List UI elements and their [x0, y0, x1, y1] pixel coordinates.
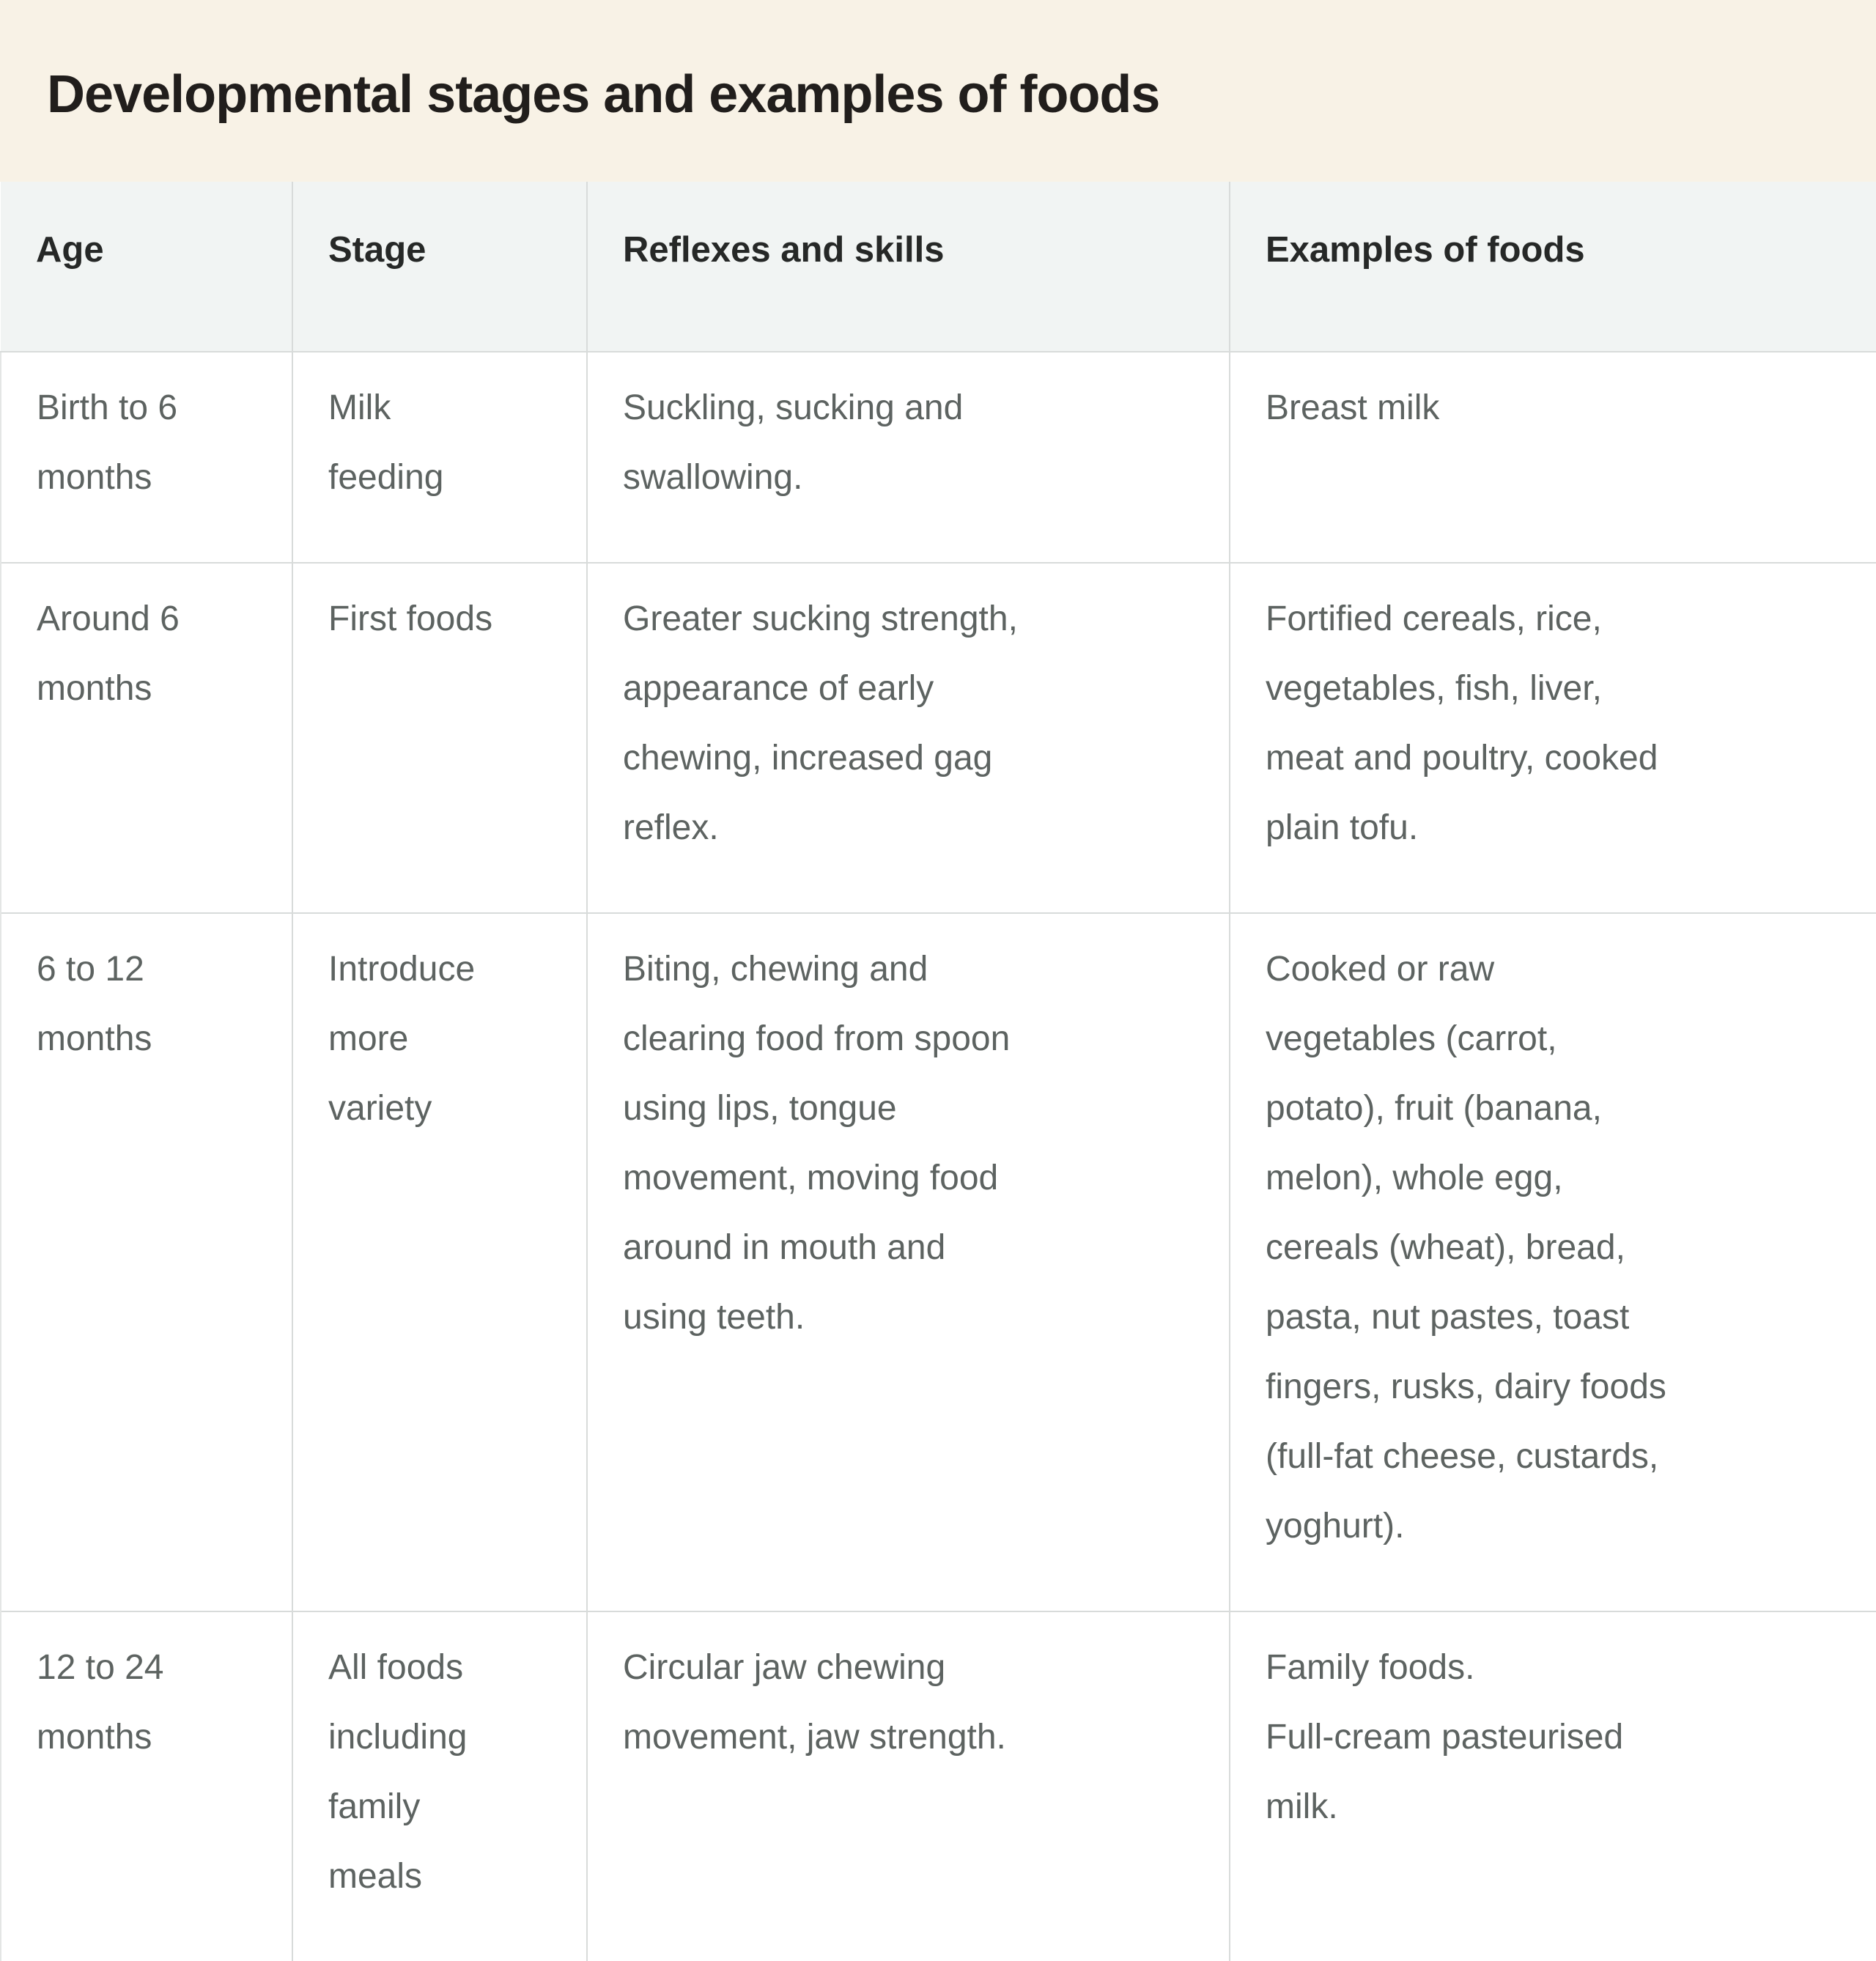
cell-foods: Breast milk [1229, 352, 1876, 563]
cell-age: Birth to 6 months [0, 352, 292, 563]
developmental-stages-table: Age Stage Reflexes and skills Examples o… [0, 182, 1876, 1961]
title-banner: Developmental stages and examples of foo… [0, 0, 1876, 182]
column-header-stage: Stage [292, 182, 587, 352]
column-header-reflexes: Reflexes and skills [586, 182, 1230, 352]
header-row: Age Stage Reflexes and skills Examples o… [1, 182, 1876, 352]
cell-stage: First foods [292, 562, 587, 913]
cell-reflexes: Suckling, sucking and swallowing. [586, 352, 1230, 563]
cell-stage: Introduce more variety [292, 912, 587, 1611]
column-header-age: Age [1, 182, 292, 352]
cell-stage: Milk feeding [292, 352, 587, 563]
cell-reflexes: Biting, chewing and clearing food from s… [586, 912, 1230, 1611]
column-header-foods: Examples of foods [1229, 182, 1876, 352]
cell-age: 6 to 12 months [0, 912, 292, 1611]
table-row: Birth to 6 months Milk feeding Suckling,… [0, 352, 1876, 563]
cell-foods: Fortified cereals, rice, vegetables, fis… [1229, 562, 1876, 913]
page-title: Developmental stages and examples of foo… [47, 65, 1160, 124]
table-row: Around 6 months First foods Greater suck… [0, 562, 1876, 913]
cell-stage: All foods including family meals [292, 1611, 587, 1961]
cell-age: 12 to 24 months [0, 1611, 292, 1961]
table-row: 12 to 24 months All foods including fami… [0, 1611, 1876, 1961]
cell-foods: Family foods. Full-cream pasteurised mil… [1229, 1611, 1876, 1961]
cell-reflexes: Greater sucking strength, appearance of … [586, 562, 1230, 913]
table-row: 6 to 12 months Introduce more variety Bi… [0, 912, 1876, 1611]
cell-foods: Cooked or raw vegetables (carrot, potato… [1229, 912, 1876, 1611]
cell-reflexes: Circular jaw chewing movement, jaw stren… [586, 1611, 1230, 1961]
cell-age: Around 6 months [0, 562, 292, 913]
